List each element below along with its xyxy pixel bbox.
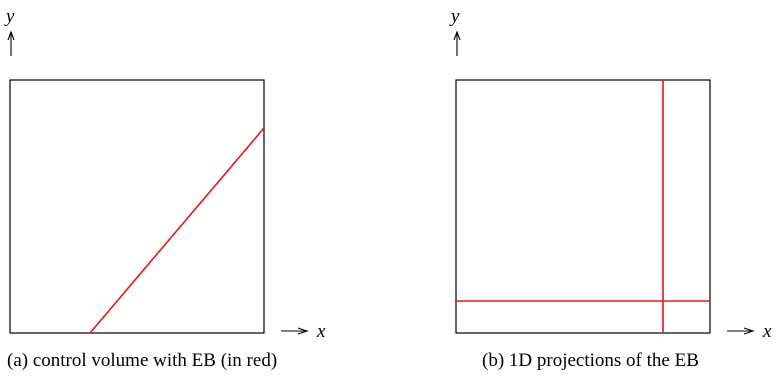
panel-a-caption: (a) control volume with EB (in red): [7, 350, 277, 371]
panel-b-y-arrow-icon: [453, 30, 461, 56]
panel-a-eb-line: [89, 127, 265, 334]
panel-a: y x (a) control volume with EB (in red): [4, 6, 326, 371]
panel-b-control-volume: [455, 79, 711, 334]
panel-a-control-volume: [9, 79, 265, 334]
panel-b-x-label: x: [762, 321, 772, 342]
panel-b: y x (b) 1D projections of the EB: [449, 6, 772, 371]
panel-a-x-arrow-icon: [281, 327, 309, 335]
panel-a-y-arrow-icon: [7, 30, 15, 56]
panel-b-caption: (b) 1D projections of the EB: [482, 350, 699, 371]
panel-a-x-label: x: [316, 321, 326, 342]
panel-b-y-label: y: [449, 6, 460, 27]
panel-a-y-label: y: [4, 6, 15, 27]
panel-b-x-arrow-icon: [727, 327, 755, 335]
